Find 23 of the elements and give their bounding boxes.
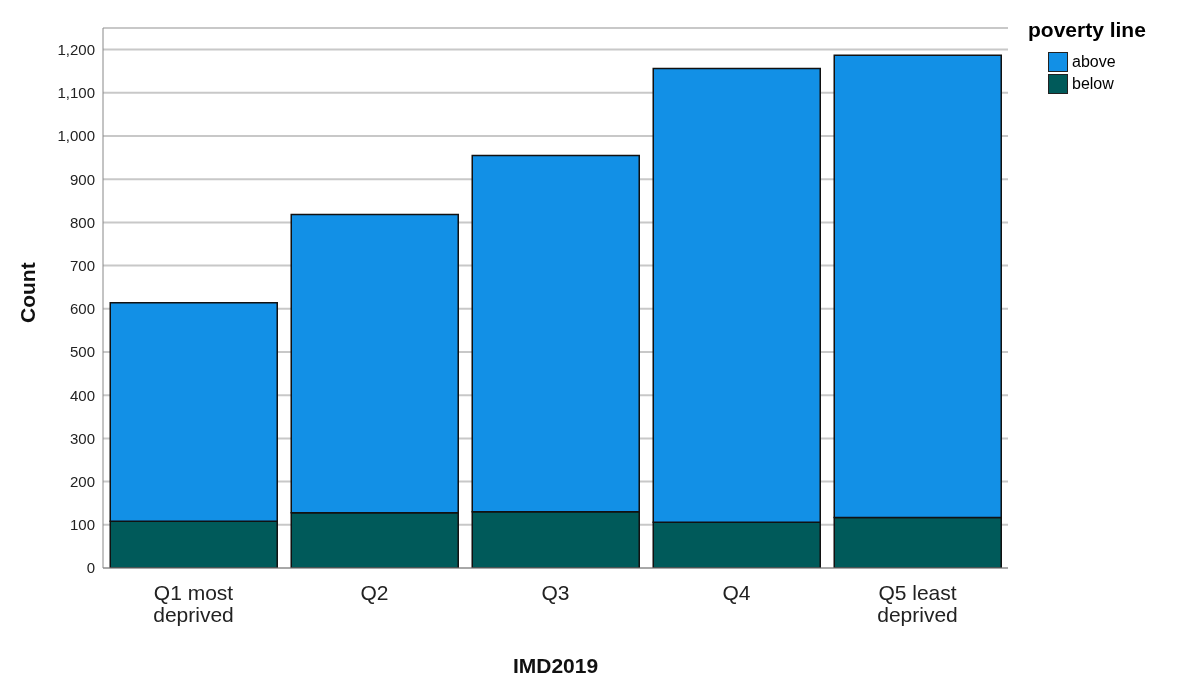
y-tick-label: 1,100 bbox=[57, 84, 95, 102]
legend-label: below bbox=[1072, 75, 1114, 93]
y-tick-label: 800 bbox=[69, 213, 95, 231]
x-tick-label: Q5 least deprived bbox=[877, 581, 958, 626]
x-tick-label: Q4 bbox=[722, 581, 751, 604]
y-tick-label: 100 bbox=[69, 516, 95, 534]
text: above bbox=[1072, 53, 1116, 71]
y-tick-label: 0 bbox=[86, 559, 95, 577]
y-tick-label: 400 bbox=[69, 386, 95, 404]
y-tick-label: 1,000 bbox=[57, 127, 95, 145]
x-tick-label: Q1 most deprived bbox=[153, 581, 234, 626]
y-tick-label: 300 bbox=[69, 429, 95, 447]
y-tick-label: 1,200 bbox=[57, 40, 95, 58]
y-tick-label: 900 bbox=[69, 170, 95, 188]
x-axis-title: IMD2019 bbox=[512, 654, 599, 677]
y-axis-title: Count bbox=[16, 262, 40, 323]
x-tick-label: Q2 bbox=[360, 581, 389, 604]
y-tick-label: 500 bbox=[69, 343, 95, 361]
y-tick-label: 600 bbox=[69, 300, 95, 318]
y-tick-label: 200 bbox=[69, 472, 95, 490]
y-tick-label: 700 bbox=[69, 256, 95, 274]
x-tick-label: Q3 bbox=[541, 581, 570, 604]
legend-title: poverty line bbox=[1028, 18, 1147, 42]
